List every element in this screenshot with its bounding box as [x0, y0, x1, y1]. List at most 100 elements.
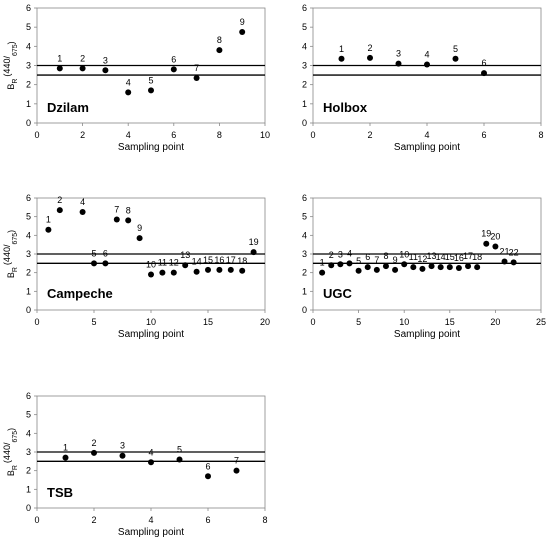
data-point: [465, 263, 472, 270]
data-point: [125, 217, 132, 224]
point-label: 17: [226, 255, 236, 265]
x-tick-label: 6: [205, 515, 210, 525]
data-point: [483, 240, 490, 247]
site-label: TSB: [47, 485, 73, 500]
data-point: [125, 89, 132, 96]
data-point: [102, 260, 109, 267]
point-label: 16: [454, 253, 464, 263]
x-tick-label: 6: [481, 130, 486, 140]
x-tick-label: 15: [445, 317, 455, 327]
data-point: [367, 54, 373, 61]
data-point: [474, 264, 481, 271]
y-tick-label: 4: [26, 230, 31, 240]
data-point: [79, 209, 86, 215]
point-label: 5: [177, 444, 182, 454]
y-tick-label: 3: [26, 249, 31, 259]
x-axis-title: Sampling point: [394, 142, 460, 153]
y-tick-label: 4: [26, 41, 31, 51]
data-point: [346, 260, 353, 267]
data-point: [492, 243, 499, 250]
point-label: 1: [339, 44, 344, 54]
point-label: 4: [80, 197, 85, 207]
y-axis-title-part: B: [6, 470, 16, 476]
point-label: 14: [192, 257, 202, 267]
y-tick-label: 0: [26, 305, 31, 315]
x-axis-title: Sampling point: [394, 329, 460, 340]
y-tick-label: 5: [302, 212, 307, 222]
point-label: 7: [234, 456, 239, 466]
chart-panel-holbox: 0 1 2 3 4 5 6 0 2 4 6 8 1 2 3 4 5 6 Holbox Sampling point: [302, 3, 544, 153]
point-label: 9: [240, 17, 245, 27]
data-point: [216, 47, 223, 54]
point-label: 14: [436, 252, 446, 262]
data-point: [216, 266, 223, 273]
y-tick-label: 2: [26, 268, 31, 278]
point-label: 10: [146, 260, 156, 270]
x-tick-label: 2: [80, 130, 85, 140]
point-label: 2: [57, 195, 62, 205]
y-tick-label: 6: [302, 3, 307, 13]
x-axis-title: Sampling point: [118, 329, 184, 340]
data-point: [455, 265, 462, 271]
point-label: 9: [393, 255, 398, 265]
data-point: [364, 264, 371, 271]
y-tick-label: 2: [26, 80, 31, 90]
x-tick-label: 5: [356, 317, 361, 327]
point-label: 18: [472, 252, 482, 262]
y-axis-title-part: (440/: [2, 442, 12, 463]
site-label: UGC: [323, 286, 353, 301]
data-point: [182, 262, 189, 269]
x-tick-label: 4: [424, 130, 429, 140]
y-tick-label: 0: [302, 118, 307, 128]
point-label: 7: [114, 204, 119, 214]
data-point: [328, 262, 335, 269]
data-point: [170, 269, 177, 276]
point-label: 6: [103, 248, 108, 258]
data-point: [56, 65, 63, 72]
data-point: [452, 55, 459, 62]
y-tick-label: 6: [302, 193, 307, 203]
data-point: [501, 258, 508, 265]
point-label: 3: [120, 441, 125, 451]
y-tick-label: 4: [26, 428, 31, 438]
point-label: 12: [169, 258, 179, 268]
x-tick-label: 8: [262, 515, 267, 525]
point-label: 15: [203, 255, 213, 265]
point-label: 19: [481, 229, 491, 239]
point-label: 2: [329, 250, 334, 260]
data-point: [193, 268, 200, 275]
data-point: [239, 28, 246, 35]
point-label: 13: [427, 251, 437, 261]
data-point: [337, 261, 344, 268]
y-axis-title-part: R: [12, 267, 19, 272]
point-label: 6: [481, 58, 486, 68]
data-point: [338, 55, 345, 62]
data-point: [227, 266, 234, 273]
point-label: 6: [205, 461, 210, 471]
y-tick-label: 5: [26, 22, 31, 32]
y-tick-label: 1: [26, 99, 31, 109]
x-axis-title: Sampling point: [118, 142, 184, 153]
data-point: [401, 261, 408, 268]
data-point: [91, 260, 97, 267]
point-label: 12: [417, 254, 427, 264]
y-tick-label: 1: [302, 99, 307, 109]
y-axis-title-part: (440/: [2, 244, 12, 265]
x-tick-label: 10: [146, 317, 156, 327]
x-tick-label: 2: [91, 515, 96, 525]
y-axis-title-part: 675: [12, 233, 19, 245]
y-tick-label: 2: [302, 268, 307, 278]
x-tick-label: 25: [536, 317, 546, 327]
y-tick-label: 5: [26, 212, 31, 222]
data-point: [319, 269, 326, 276]
x-tick-label: 6: [171, 130, 176, 140]
site-label: Campeche: [47, 286, 113, 301]
data-point: [382, 263, 389, 270]
data-point: [250, 249, 257, 256]
x-tick-label: 8: [538, 130, 543, 140]
y-axis-title-part: 675: [12, 44, 19, 56]
